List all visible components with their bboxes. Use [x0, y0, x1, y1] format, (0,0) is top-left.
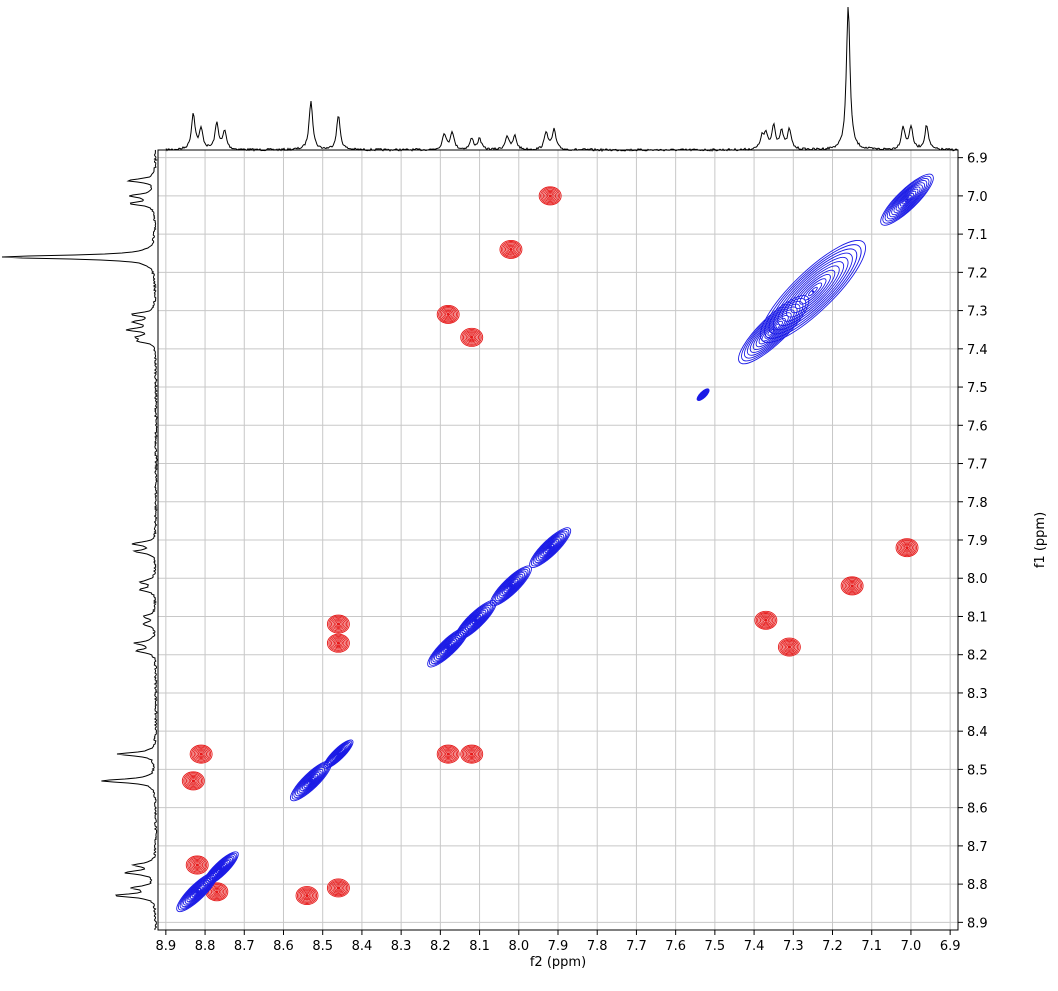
x-tick-label-0: 8.9: [155, 939, 176, 954]
y-tick-label-3: 7.2: [967, 266, 988, 281]
x-axis-title: f2 (ppm): [530, 955, 586, 970]
diagonal-peak-9: [289, 760, 332, 802]
cross-peak-5: [326, 633, 350, 653]
x-tick-label-18: 7.1: [861, 939, 882, 954]
cross-peak-6: [436, 744, 460, 764]
diagonal-peak-1: [759, 239, 866, 343]
diagonal-peak-0: [880, 173, 934, 226]
x-tick-label-5: 8.4: [352, 939, 373, 954]
diagonal-peak-6: [454, 599, 497, 641]
diagonal-peak-5: [489, 565, 532, 607]
cross-peak-15: [840, 576, 864, 596]
cross-peak-4: [326, 614, 350, 634]
y-tick-label-15: 8.4: [967, 725, 988, 740]
cross-peak-3: [460, 327, 484, 347]
x-tick-label-4: 8.5: [312, 939, 333, 954]
y-tick-label-9: 7.8: [967, 496, 988, 511]
y-tick-label-17: 8.6: [967, 802, 988, 817]
x-axis-ticks: 8.9 8.8 8.7 8.6 8.5 8.4 8.3 8.2 8.1 8.0 7.9 7.8 7.7 7…: [155, 930, 961, 954]
x-tick-label-6: 8.3: [391, 939, 412, 954]
grid: [158, 150, 958, 930]
x-tick-label-16: 7.3: [783, 939, 804, 954]
x-tick-label-2: 8.7: [234, 939, 255, 954]
y-tick-label-1: 7.0: [967, 190, 988, 205]
cross-peak-10: [185, 855, 209, 875]
cross-peaks: [181, 186, 919, 906]
y-tick-label-20: 8.9: [967, 916, 988, 931]
cross-peak-1: [499, 239, 523, 259]
diagonal-peak-3: [696, 388, 710, 401]
x-tick-label-20: 6.9: [940, 939, 961, 954]
cross-peak-8: [189, 744, 213, 764]
diagonal-peak-11: [176, 871, 219, 913]
x-tick-label-15: 7.4: [744, 939, 765, 954]
y-tick-label-7: 7.6: [967, 419, 988, 434]
x-tick-label-8: 8.1: [469, 939, 490, 954]
cross-peak-13: [326, 878, 350, 898]
cross-peak-9: [181, 771, 205, 791]
diagonal-peak-7: [427, 626, 470, 668]
x-tick-label-3: 8.6: [273, 939, 294, 954]
diagonal-peak-4: [529, 527, 572, 568]
x-tick-label-14: 7.5: [705, 939, 726, 954]
x-tick-label-1: 8.8: [195, 939, 216, 954]
y-tick-label-8: 7.7: [967, 458, 988, 473]
x-tick-label-17: 7.2: [822, 939, 843, 954]
cross-peak-12: [295, 886, 319, 906]
y-tick-label-4: 7.3: [967, 305, 988, 320]
x-tick-label-9: 8.0: [508, 939, 529, 954]
y-tick-label-14: 8.3: [967, 687, 988, 702]
left-1d-projection: [1, 149, 158, 931]
cross-peak-14: [895, 538, 919, 558]
y-tick-label-16: 8.5: [967, 763, 988, 778]
y-tick-label-12: 8.1: [967, 610, 988, 625]
y-axis-title: f1 (ppm): [1033, 512, 1048, 568]
y-tick-label-19: 8.8: [967, 878, 988, 893]
x-tick-label-11: 7.8: [587, 939, 608, 954]
top-1d-projection: [165, 6, 959, 153]
cross-peak-17: [777, 637, 801, 657]
y-tick-label-5: 7.4: [967, 343, 988, 358]
x-tick-label-10: 7.9: [548, 939, 569, 954]
cross-peak-0: [538, 186, 562, 206]
y-tick-label-11: 8.0: [967, 572, 988, 587]
y-tick-label-6: 7.5: [967, 381, 988, 396]
cross-peak-16: [754, 610, 778, 630]
diagonal-peak-2: [738, 295, 810, 365]
y-tick-label-10: 7.9: [967, 534, 988, 549]
y-tick-label-2: 7.1: [967, 228, 988, 243]
cross-peak-7: [460, 744, 484, 764]
diagonal-peaks: [176, 173, 934, 913]
x-tick-label-13: 7.6: [665, 939, 686, 954]
y-tick-label-18: 8.7: [967, 840, 988, 855]
y-tick-label-13: 8.2: [967, 649, 988, 664]
y-axis-ticks: 6.9 7.0 7.1 7.2 7.3 7.4 7.5 7.6 7.7 7.8 7.9 8.0 8.1 8…: [958, 152, 988, 931]
x-tick-label-12: 7.7: [626, 939, 647, 954]
cross-peak-2: [436, 304, 460, 324]
x-tick-label-19: 7.0: [901, 939, 922, 954]
x-tick-label-7: 8.2: [430, 939, 451, 954]
y-tick-label-0: 6.9: [967, 152, 988, 167]
